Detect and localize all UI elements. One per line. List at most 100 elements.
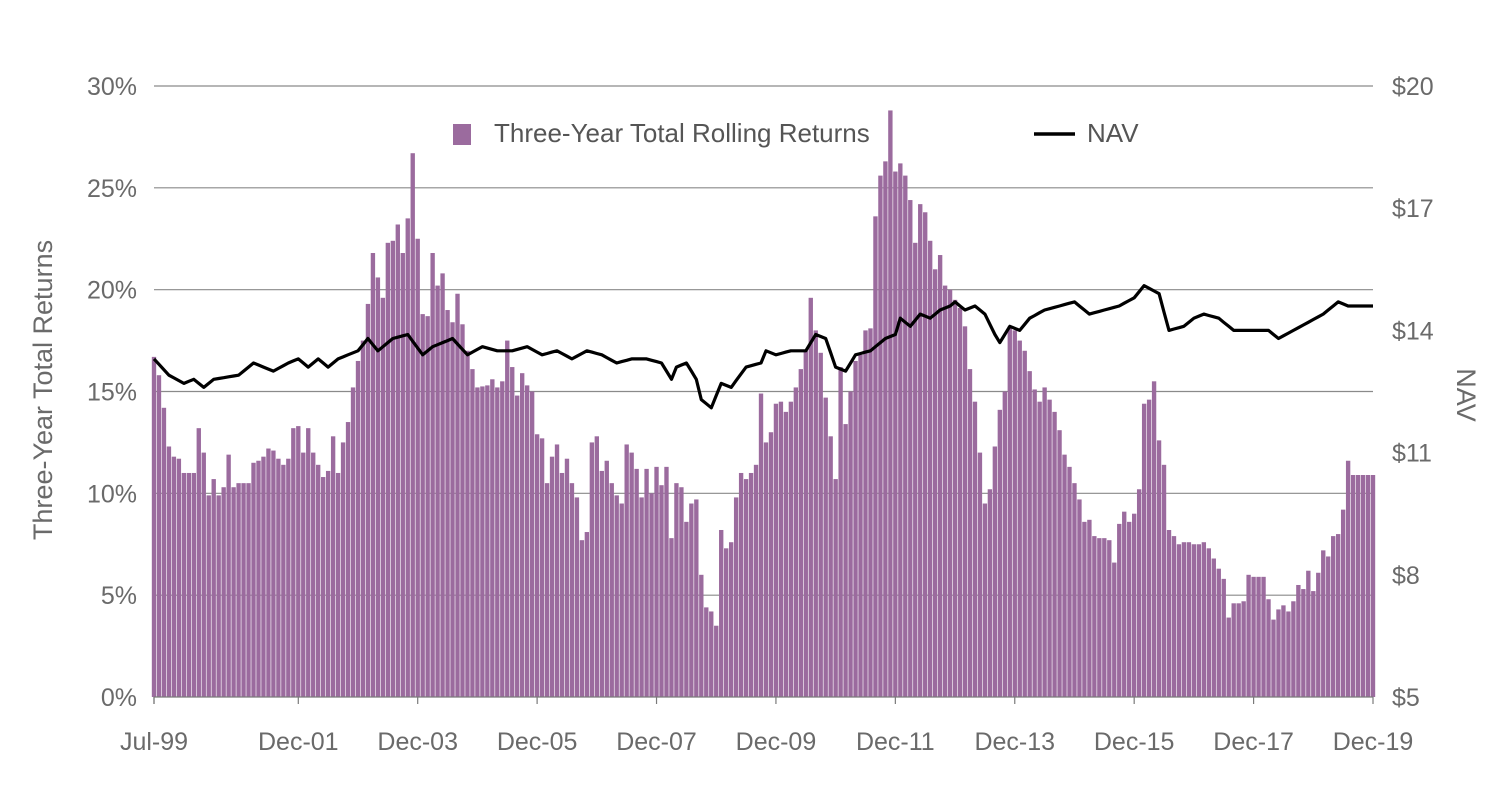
right-axis-title: NAV — [1451, 368, 1481, 422]
return-bar — [584, 532, 590, 697]
return-bar — [1117, 523, 1122, 697]
return-bar — [176, 458, 182, 697]
return-bar — [211, 479, 216, 697]
return-bar — [898, 163, 903, 697]
x-tick-label: Dec-13 — [974, 728, 1055, 756]
return-bar — [520, 373, 525, 697]
return-bar — [365, 303, 371, 697]
return-bar — [758, 393, 764, 697]
return-bar — [952, 299, 958, 697]
return-bar — [763, 442, 769, 697]
return-bar — [679, 487, 684, 697]
return-bar — [221, 487, 226, 697]
return-bar — [1266, 599, 1271, 697]
return-bar — [330, 436, 336, 697]
return-bar — [639, 497, 644, 697]
return-bar — [455, 293, 460, 697]
return-bar — [773, 403, 779, 697]
return-bar — [505, 340, 510, 697]
return-bar — [1271, 619, 1276, 697]
right-tick-label: $20 — [1392, 73, 1434, 101]
left-tick-label: 20% — [87, 277, 137, 305]
return-bar — [932, 269, 938, 697]
return-bar — [350, 387, 356, 697]
return-bar — [1017, 340, 1022, 697]
return-bar — [719, 529, 724, 697]
return-bar — [1276, 609, 1281, 697]
return-bar — [604, 460, 609, 697]
return-bar — [833, 479, 838, 697]
return-bar — [793, 387, 799, 697]
return-bar — [559, 472, 565, 697]
legend-bar-label: Three-Year Total Rolling Returns — [494, 118, 870, 148]
return-bar — [654, 466, 659, 697]
return-bar — [266, 448, 271, 697]
return-bar — [246, 483, 251, 697]
left-tick-label: 25% — [87, 175, 137, 203]
x-tick-label: Dec-03 — [377, 728, 458, 756]
return-bar — [928, 240, 933, 698]
return-bar — [808, 297, 813, 697]
return-bar — [161, 407, 167, 697]
return-bar — [704, 607, 709, 697]
return-bar — [1345, 460, 1351, 697]
return-bar — [699, 574, 704, 697]
return-bar — [1161, 464, 1167, 697]
return-bar — [1316, 572, 1321, 697]
return-bar — [724, 548, 729, 697]
return-bar — [400, 253, 405, 697]
return-bar — [311, 452, 316, 697]
return-bar — [1301, 589, 1306, 697]
return-bar — [335, 472, 341, 697]
return-bar — [728, 542, 734, 697]
return-bar — [1211, 558, 1216, 697]
return-bar — [1181, 542, 1187, 697]
return-bar — [1206, 548, 1211, 697]
return-bar — [340, 442, 346, 697]
axes: 0% 5% 10% 15% 20% 25% 30% $5 $8 $11 $14 $17 $20 Jul-9… — [87, 73, 1434, 756]
return-bar — [967, 369, 973, 697]
return-bar — [316, 464, 321, 697]
return-bar — [987, 489, 993, 697]
return-bar — [997, 409, 1003, 697]
return-bar — [1062, 454, 1067, 697]
right-tick-label: $14 — [1392, 317, 1434, 345]
x-tick-label: Dec-01 — [258, 728, 339, 756]
return-bar — [574, 497, 580, 697]
return-bar — [903, 175, 908, 698]
return-bar — [286, 458, 291, 697]
return-bar — [848, 391, 853, 697]
return-bar — [1057, 430, 1062, 697]
legend-line-label: NAV — [1087, 118, 1139, 148]
returns-bars — [151, 110, 1376, 698]
left-axis-title: Three-Year Total Returns — [28, 240, 58, 540]
return-bar — [669, 538, 674, 697]
return-bar — [325, 470, 331, 697]
return-bar — [624, 444, 629, 697]
return-bar — [1355, 475, 1361, 697]
return-bar — [664, 466, 669, 697]
right-tick-label: $8 — [1392, 562, 1420, 590]
return-bar — [430, 253, 435, 697]
return-bar — [420, 314, 425, 697]
return-bar — [151, 356, 157, 697]
return-bar — [156, 375, 162, 697]
legend: Three-Year Total Rolling Returns NAV — [453, 118, 1139, 148]
x-tick-label: Dec-05 — [497, 728, 578, 756]
return-bar — [370, 253, 376, 697]
return-bar — [1246, 574, 1251, 697]
return-bar — [425, 316, 430, 697]
return-bar — [564, 458, 570, 697]
return-bar — [858, 354, 863, 697]
x-tick-label: Dec-17 — [1213, 728, 1294, 756]
right-tick-label: $17 — [1392, 195, 1434, 223]
return-bar — [231, 487, 236, 697]
return-bar — [216, 495, 221, 697]
return-bar — [1112, 562, 1117, 697]
return-bar — [1077, 499, 1082, 697]
nav-line-layer — [152, 284, 1373, 410]
return-bar — [1296, 584, 1301, 697]
return-bar — [888, 110, 893, 697]
return-bar — [380, 297, 386, 697]
return-bar — [306, 428, 311, 697]
